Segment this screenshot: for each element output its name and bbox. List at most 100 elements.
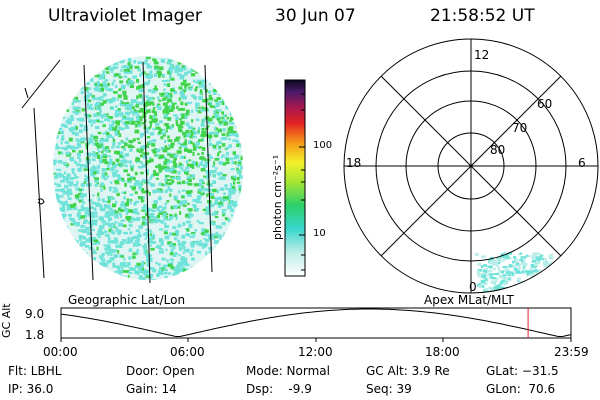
polar-emission-pixel: [517, 279, 520, 283]
emission-pixel: [179, 211, 182, 215]
emission-pixel: [127, 118, 131, 121]
emission-pixel: [105, 250, 108, 255]
emission-pixel: [129, 103, 134, 106]
emission-pixel: [99, 207, 103, 211]
altitude-ytick-9: 9.0: [25, 307, 45, 321]
emission-pixel: [149, 115, 153, 120]
emission-pixel: [112, 197, 115, 200]
emission-pixel: [115, 200, 118, 205]
emission-pixel: [201, 106, 205, 109]
emission-pixel: [83, 219, 88, 223]
emission-pixel: [111, 203, 117, 208]
emission-pixel: [91, 158, 96, 162]
emission-pixel: [113, 186, 117, 190]
emission-pixel: [96, 147, 100, 151]
dsp-status: Dsp: -9.9: [246, 382, 312, 396]
emission-pixel: [95, 214, 98, 218]
emission-pixel: [164, 202, 168, 205]
emission-pixel: [221, 116, 225, 120]
emission-pixel: [226, 134, 230, 137]
emission-pixel: [141, 216, 146, 219]
emission-pixel: [112, 138, 116, 142]
emission-pixel: [115, 145, 120, 149]
emission-pixel: [179, 167, 184, 170]
emission-pixel: [140, 199, 145, 203]
emission-pixel: [151, 174, 154, 178]
emission-pixel: [227, 203, 231, 207]
emission-pixel: [117, 142, 121, 145]
emission-pixel: [86, 207, 90, 212]
emission-pixel: [111, 69, 114, 73]
emission-pixel: [180, 82, 186, 86]
emission-pixel: [121, 127, 125, 131]
emission-pixel: [79, 164, 85, 168]
emission-pixel: [221, 133, 226, 136]
emission-pixel: [146, 262, 151, 267]
emission-pixel: [168, 243, 172, 247]
emission-pixel: [81, 108, 85, 112]
emission-pixel: [63, 171, 67, 175]
polar-emission-pixel: [487, 286, 492, 289]
emission-pixel: [163, 269, 168, 272]
emission-pixel: [175, 67, 179, 71]
emission-pixel: [152, 279, 156, 280]
emission-pixel: [121, 270, 126, 273]
emission-pixel: [132, 255, 136, 259]
emission-pixel: [182, 245, 186, 249]
polar-emission-pixel: [502, 274, 508, 277]
emission-pixel: [149, 120, 153, 124]
emission-pixel: [123, 205, 127, 209]
emission-pixel: [184, 170, 190, 172]
emission-pixel: [199, 89, 203, 93]
emission-pixel: [170, 167, 175, 171]
emission-pixel: [201, 147, 206, 151]
emission-pixel: [164, 94, 168, 99]
emission-pixel: [199, 91, 202, 95]
emission-pixel: [152, 206, 156, 209]
emission-pixel: [84, 210, 88, 215]
emission-pixel: [152, 89, 157, 93]
emission-pixel: [167, 70, 172, 75]
emission-pixel: [66, 144, 71, 149]
emission-pixel: [95, 101, 100, 106]
emission-pixel: [114, 213, 118, 217]
emission-pixel: [128, 209, 133, 213]
emission-pixel: [102, 70, 106, 73]
polar-emission-pixel: [506, 254, 509, 258]
emission-pixel: [90, 78, 94, 82]
emission-pixel: [151, 209, 156, 213]
emission-pixel: [159, 154, 165, 158]
polar-emission-pixel: [505, 270, 509, 275]
emission-pixel: [207, 134, 213, 139]
emission-pixel: [96, 120, 100, 123]
emission-pixel: [129, 202, 132, 205]
emission-pixel: [192, 129, 196, 133]
polar-emission-pixel: [522, 258, 526, 261]
emission-pixel: [108, 249, 112, 253]
emission-pixel: [118, 244, 123, 248]
emission-pixel: [117, 266, 120, 271]
emission-pixel: [203, 107, 208, 112]
emission-pixel: [172, 66, 176, 70]
emission-pixel: [140, 171, 144, 175]
emission-pixel: [118, 76, 123, 79]
emission-pixel: [69, 204, 75, 208]
polar-emission-pixel: [497, 286, 502, 290]
emission-pixel: [172, 160, 177, 164]
emission-pixel: [180, 143, 184, 147]
emission-pixel: [182, 246, 185, 250]
emission-pixel: [181, 234, 186, 239]
emission-pixel: [219, 128, 222, 133]
emission-pixel: [82, 236, 86, 240]
emission-pixel: [202, 118, 206, 122]
emission-pixel: [136, 217, 141, 221]
emission-pixel: [141, 163, 147, 168]
emission-pixel: [156, 214, 161, 219]
emission-pixel: [169, 145, 172, 148]
emission-pixel: [165, 165, 170, 169]
mlt-label-12: 12: [474, 48, 490, 62]
emission-pixel: [186, 208, 189, 211]
emission-pixel: [164, 225, 169, 229]
emission-pixel: [76, 100, 81, 103]
emission-pixel: [161, 128, 166, 132]
